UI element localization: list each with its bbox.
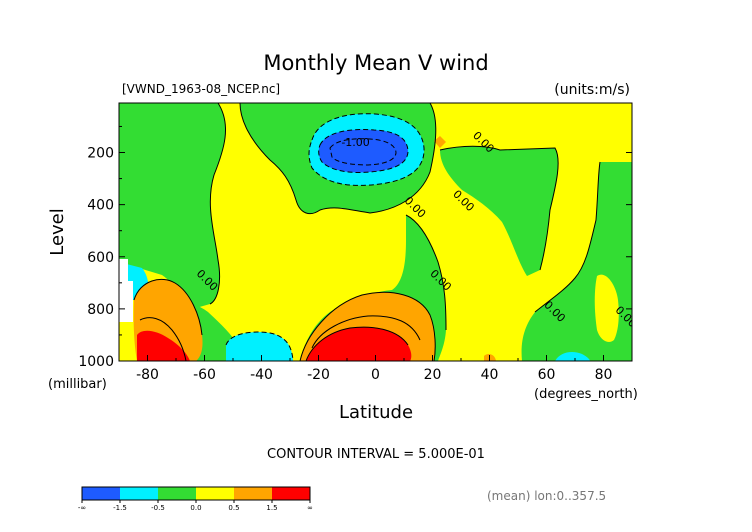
field-region-green-band-north [440, 146, 559, 276]
field-region-cyan-north [555, 352, 590, 361]
x-axis-label: Latitude [339, 402, 413, 423]
x-axis-unit: (degrees_north) [534, 387, 638, 402]
y-axis: 200 400 600 800 1000 [78, 125, 632, 370]
x-tick-label: -80 [136, 367, 159, 383]
contour-interval-text: CONTOUR INTERVAL = 5.000E-01 [267, 447, 485, 462]
field-region-yellow-tongue [450, 230, 489, 361]
field-region-orange-upper-patch [434, 136, 446, 148]
colorbar-tick-label: -1.5 [113, 504, 127, 512]
file-label: [VWND_1963-08_NCEP.nc] [122, 82, 280, 96]
x-tick-label: -40 [250, 367, 273, 383]
field-region-green-southwest [119, 103, 226, 308]
x-tick-label: 20 [424, 367, 442, 383]
contour-plot-area: -1.00 0.000.00 0.000.00 0.000.00 0.00 [119, 103, 632, 361]
contour-lines-negative [225, 113, 425, 361]
field-region-cyan-lower-south [226, 332, 293, 361]
x-tick-label: 40 [481, 367, 499, 383]
field-region-red-lower-tropics [306, 327, 412, 361]
colorbar-tick-label: 0.5 [228, 504, 239, 512]
colorbar-tick-label: ∞ [307, 504, 313, 512]
colorbar-tick-label: 1.5 [266, 504, 277, 512]
colorbar: -∞ -1.5 -0.5 0.0 0.5 1.5 ∞ [78, 486, 313, 512]
contour-lines [133, 103, 601, 361]
footer-text: (mean) lon:0..357.5 [487, 489, 606, 503]
y-axis-unit: (millibar) [48, 377, 107, 392]
x-tick-label: 60 [538, 367, 556, 383]
colorbar-bin [234, 487, 272, 500]
field-region-red-south [137, 330, 190, 361]
colorbar-bin [120, 487, 158, 500]
y-tick-label: 1000 [78, 354, 114, 370]
y-tick-label: 600 [87, 250, 114, 266]
field-region-yellow-east [594, 274, 619, 342]
y-tick-label: 200 [87, 146, 114, 162]
x-tick-label: -20 [307, 367, 330, 383]
x-tick-label: 80 [595, 367, 613, 383]
field-mask-below-ground [119, 259, 133, 322]
colorbar-bin [196, 487, 234, 500]
y-tick-label: 800 [87, 302, 114, 318]
x-axis: -80 -60 -40 -20 0 20 40 60 80 [118, 355, 633, 383]
colorbar-bin [272, 487, 310, 500]
y-axis-label: Level [47, 208, 68, 256]
contour-label: -1.00 [341, 136, 369, 149]
colorbar-tick-label: 0.0 [190, 504, 201, 512]
y-tick-label: 400 [87, 198, 114, 214]
chart-title: Monthly Mean V wind [263, 51, 488, 75]
colorbar-bin [82, 487, 120, 500]
colorbar-bin [158, 487, 196, 500]
colorbar-tick-label: -0.5 [151, 504, 165, 512]
x-tick-label: -60 [193, 367, 216, 383]
units-label: (units:m/s) [554, 82, 630, 98]
colorbar-tick-label: -∞ [78, 504, 86, 512]
x-tick-label: 0 [371, 367, 380, 383]
